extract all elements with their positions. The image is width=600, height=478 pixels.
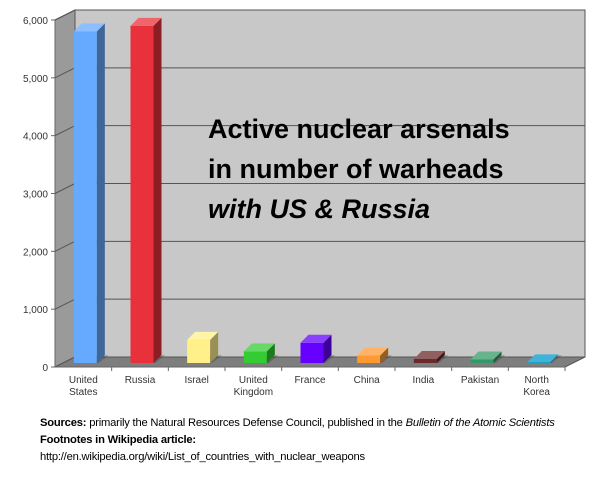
bar-top	[413, 350, 445, 359]
bar-side	[153, 17, 162, 364]
bar-top	[130, 17, 162, 26]
gridline-side	[54, 9, 76, 21]
x-tick-label: United States	[69, 375, 98, 398]
source-url[interactable]: http://en.wikipedia.org/wiki/List_of_cou…	[40, 451, 365, 463]
x-tick-label: Russia	[125, 375, 156, 386]
sources-footer: Sources: primarily the Natural Resources…	[40, 415, 600, 466]
bar-top	[527, 354, 559, 363]
y-tick-label: 1,000	[23, 305, 48, 316]
bar	[300, 334, 336, 363]
x-tick-label: North Korea	[523, 375, 550, 398]
y-tick-label: 6,000	[23, 16, 48, 27]
bar-side	[493, 351, 502, 363]
bars	[73, 17, 563, 364]
gridline-side	[54, 240, 76, 252]
title-line-1: Active nuclear arsenals	[208, 114, 510, 144]
y-tick-label: 0	[42, 363, 48, 374]
gridline-side	[54, 183, 76, 194]
bar-top	[300, 334, 332, 343]
bar	[243, 343, 279, 363]
sources-line: Sources: primarily the Natural Resources…	[40, 415, 600, 432]
x-axis-labels: United States Russia Israel United Kingdom Fra…	[69, 367, 566, 398]
gridline-side	[54, 298, 76, 310]
title-line-3: with US & Russia	[208, 194, 430, 224]
y-tick-label: 3,000	[23, 190, 48, 201]
bar-side	[96, 23, 105, 363]
chart-title: Active nuclear arsenals in number of war…	[208, 114, 510, 224]
bar-side	[380, 347, 389, 363]
bar	[73, 23, 109, 363]
bar-side	[550, 354, 559, 363]
bar-top	[470, 351, 502, 360]
y-tick-label: 2,000	[23, 247, 48, 258]
bar-front	[243, 351, 267, 363]
bar	[413, 350, 449, 363]
bar	[130, 17, 166, 364]
bar-front	[73, 31, 97, 363]
bar	[527, 354, 563, 363]
bar	[470, 351, 506, 363]
bar-side	[266, 343, 275, 363]
sources-publication: Bulletin of the Atomic Scientists	[405, 417, 555, 429]
bar-chart: 0 1,000 2,000 3,000 4,000 5,000 6,000 United St…	[23, 9, 586, 398]
footnotes-label: Footnotes in Wikipedia article:	[40, 434, 196, 446]
bar-front	[130, 25, 154, 364]
bar-top	[357, 347, 389, 356]
y-axis-ticks: 0 1,000 2,000 3,000 4,000 5,000 6,000	[23, 16, 55, 374]
x-tick-label: United Kingdom	[234, 375, 273, 398]
title-line-2: in number of warheads	[208, 154, 504, 184]
y-tick-label: 4,000	[23, 132, 48, 143]
bar-front	[357, 355, 381, 363]
gridline-side	[54, 125, 76, 137]
bar-front	[187, 339, 211, 363]
sources-label: Sources:	[40, 417, 87, 429]
x-tick-label: India	[412, 375, 434, 386]
x-tick-label: Israel	[184, 375, 208, 386]
bar	[357, 347, 393, 363]
bar-top	[73, 23, 105, 32]
bar	[187, 331, 223, 363]
gridline-side	[54, 67, 76, 79]
x-tick-label: China	[354, 375, 381, 386]
bar-front	[300, 342, 324, 363]
bar-front	[470, 359, 494, 363]
x-tick-label: France	[294, 375, 326, 386]
x-tick-label: Pakistan	[461, 375, 499, 386]
bar-side	[323, 334, 332, 363]
bar-front	[413, 358, 437, 363]
bar-side	[436, 350, 445, 363]
bar-top	[243, 343, 275, 352]
sources-text: primarily the Natural Resources Defense …	[86, 417, 406, 429]
bar-top	[187, 331, 219, 340]
bar-side	[210, 331, 219, 363]
bar-front	[527, 362, 551, 363]
y-tick-label: 5,000	[23, 74, 48, 85]
